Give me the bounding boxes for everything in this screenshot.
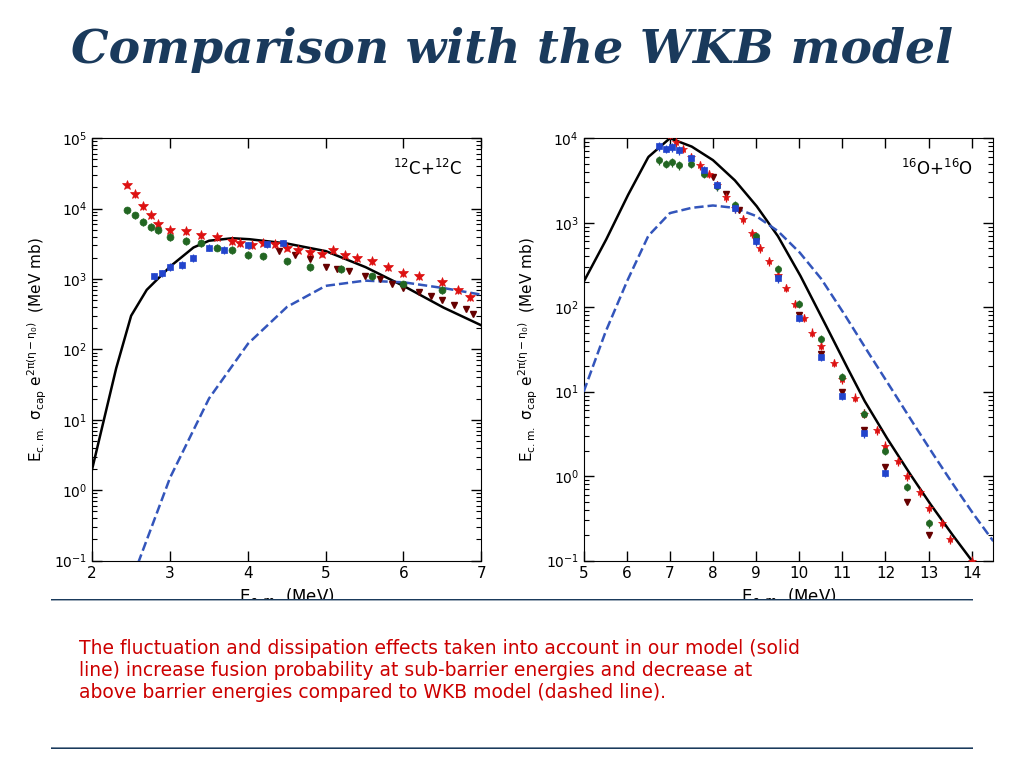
Text: Comparison with the WKB model: Comparison with the WKB model <box>71 27 953 73</box>
Y-axis label: $\mathrm{E_{c.m.}\ \sigma_{cap}\ e^{2\pi(\eta-\eta_0)}}$  (MeV mb): $\mathrm{E_{c.m.}\ \sigma_{cap}\ e^{2\pi… <box>517 237 540 462</box>
FancyBboxPatch shape <box>29 599 996 749</box>
Y-axis label: $\mathrm{E_{c.m.}\ \sigma_{cap}\ e^{2\pi(\eta-\eta_0)}}$  (MeV mb): $\mathrm{E_{c.m.}\ \sigma_{cap}\ e^{2\pi… <box>26 237 48 462</box>
Text: The fluctuation and dissipation effects taken into account in our model (solid
l: The fluctuation and dissipation effects … <box>79 640 800 703</box>
X-axis label: E$_{c.m.}$ (MeV): E$_{c.m.}$ (MeV) <box>239 586 335 607</box>
Text: $^{12}$C+$^{12}$C: $^{12}$C+$^{12}$C <box>392 160 462 180</box>
Text: $^{16}$O+$^{16}$O: $^{16}$O+$^{16}$O <box>901 160 973 180</box>
X-axis label: E$_{c.m.}$ (MeV): E$_{c.m.}$ (MeV) <box>740 586 837 607</box>
